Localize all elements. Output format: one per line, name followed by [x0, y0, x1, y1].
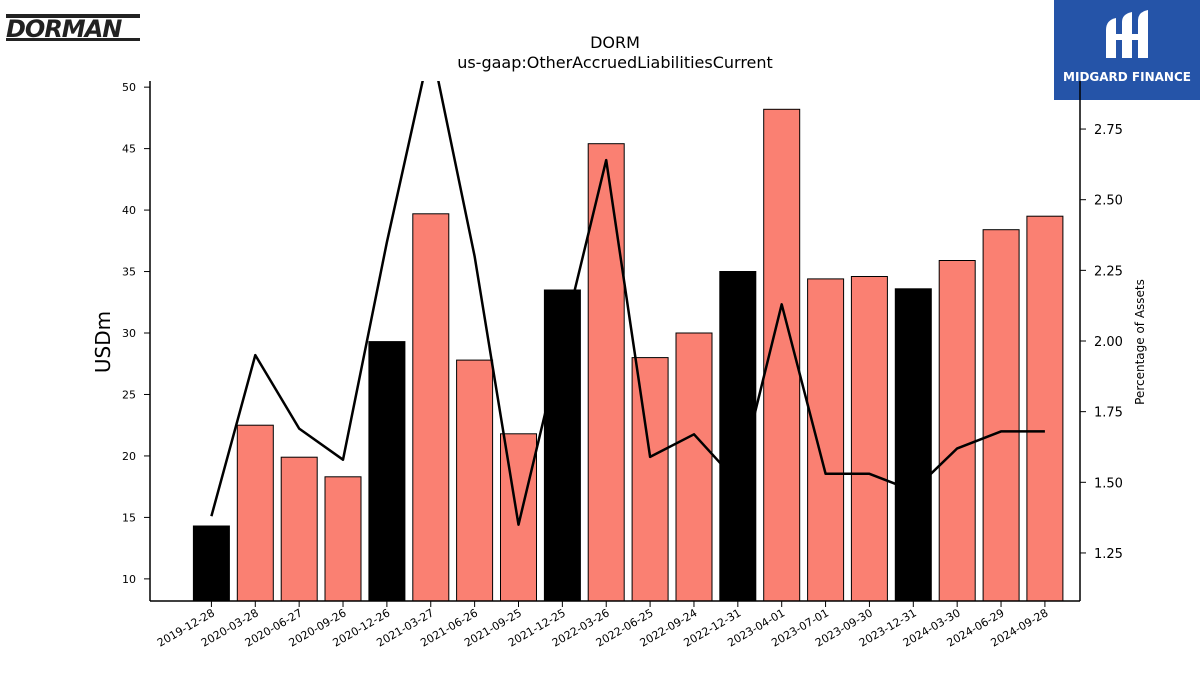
y-tick-label-40: 40: [122, 204, 136, 217]
bar-2020-12-26: [368, 341, 406, 601]
bar-2023-12-31: [894, 288, 932, 601]
y-tick-label-35: 35: [122, 266, 136, 279]
bar-2020-09-26: [324, 476, 362, 601]
midgard-logo-mark: [1106, 10, 1148, 58]
y2-tick-label-1.5: 1.50: [1094, 476, 1123, 491]
y2-tick-label-2: 2.00: [1094, 335, 1123, 350]
bar-2024-03-30: [938, 260, 976, 601]
y-tick-label-15: 15: [122, 511, 136, 524]
bar-2023-07-01: [807, 278, 845, 601]
y-tick-label-25: 25: [122, 388, 136, 401]
bar-2022-09-24: [675, 332, 713, 601]
bar-2019-12-28: [192, 525, 230, 601]
chart-title: DORM: [590, 33, 640, 52]
bar-2023-09-30: [850, 276, 888, 601]
y2-tick-label-2.25: 2.25: [1094, 264, 1123, 279]
line-series: [210, 81, 1045, 526]
bar-2021-12-25: [543, 289, 581, 601]
bar-2021-06-26: [456, 359, 494, 601]
y2-tick-label-1.75: 1.75: [1094, 406, 1123, 421]
dorman-logo-mark: [6, 14, 140, 41]
y2-axis-label: Percentage of Assets: [1133, 279, 1147, 405]
y2-tick-label-2.5: 2.50: [1094, 194, 1123, 209]
y-tick-label-30: 30: [122, 327, 136, 340]
y-tick-label-45: 45: [122, 143, 136, 156]
y-tick-label-10: 10: [122, 573, 136, 586]
midgard-finance-logo: MIDGARD FINANCE: [1054, 0, 1200, 100]
dorman-logo-text: DORMAN: [6, 15, 122, 43]
bar-series: [192, 108, 1064, 601]
y-axis-label: USDm: [91, 311, 115, 373]
bar-2022-06-25: [631, 357, 669, 601]
chart-subtitle: us-gaap:OtherAccruedLiabilitiesCurrent: [457, 53, 773, 72]
y-tick-label-50: 50: [122, 81, 136, 94]
bar-2020-06-27: [280, 456, 318, 601]
y2-tick-label-1.25: 1.25: [1094, 547, 1123, 562]
percentage-line: [210, 81, 1045, 526]
bar-2024-06-29: [982, 229, 1020, 601]
y-tick-label-20: 20: [122, 450, 136, 463]
bar-2021-03-27: [412, 213, 450, 601]
midgard-logo-text: MIDGARD FINANCE: [1063, 70, 1191, 84]
dorman-logo: DORMAN: [6, 12, 140, 44]
bar-2024-09-28: [1026, 215, 1064, 601]
y2-tick-label-2.75: 2.75: [1094, 123, 1123, 138]
bar-2020-03-28: [236, 424, 274, 601]
